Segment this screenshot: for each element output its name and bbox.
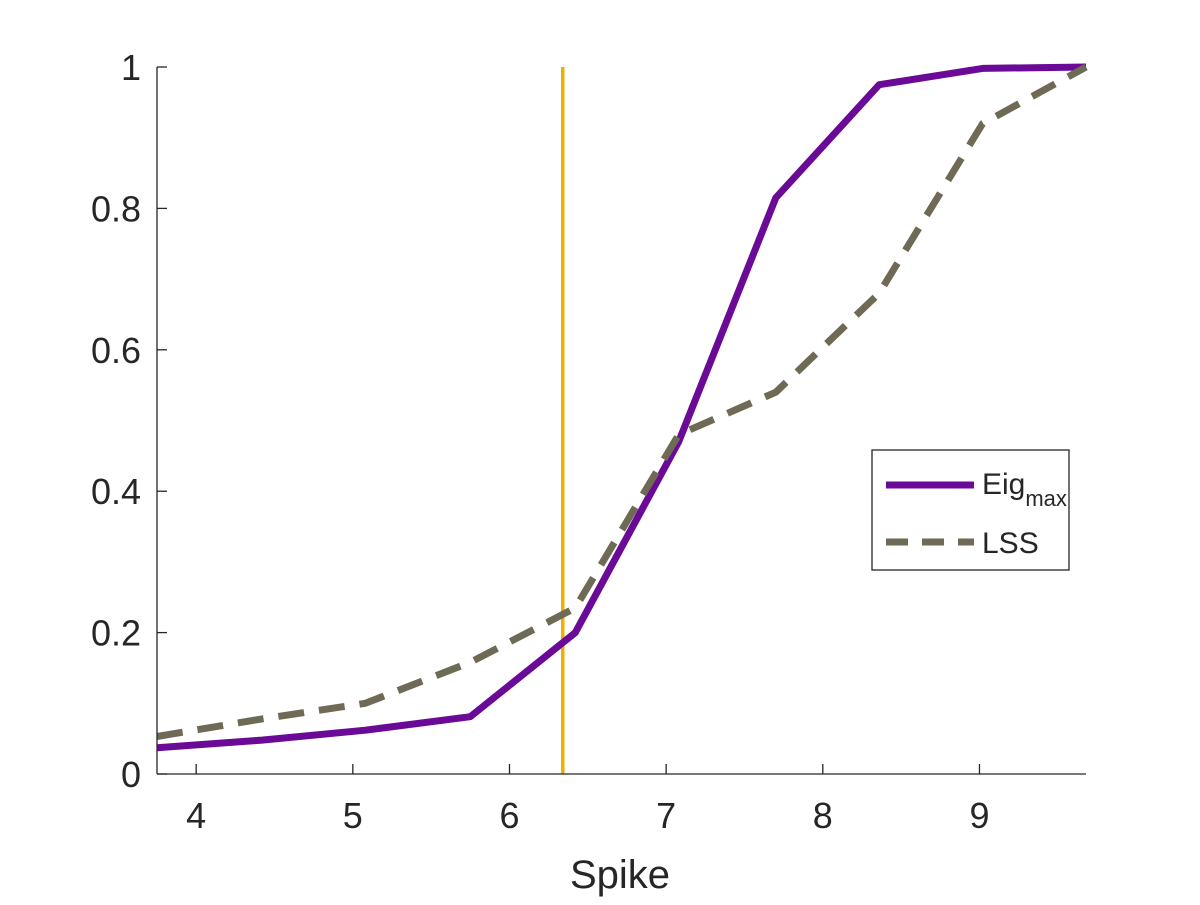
x-tick-label: 5 [343, 795, 363, 836]
x-tick-label: 7 [656, 795, 676, 836]
y-tick-label: 0 [121, 754, 141, 795]
y-tick-label: 0.4 [91, 471, 141, 512]
legend-label-eig-max: Eigmax [982, 468, 1067, 511]
series-line-eig-max [156, 63, 1087, 752]
ticks-group: 4 5 6 7 8 9 0 0.2 0.4 0.6 0.8 1 [91, 47, 990, 836]
x-tick-label: 8 [813, 795, 833, 836]
axes-group [156, 67, 1086, 775]
x-tick-label: 6 [499, 795, 519, 836]
series-line-lss [156, 63, 1088, 740]
y-tick-label: 0.2 [91, 613, 141, 654]
y-tick-label: 1 [121, 47, 141, 88]
x-tick-label: 4 [186, 795, 206, 836]
y-tick-label: 0.6 [91, 330, 141, 371]
legend: Eigmax LSS [871, 449, 1070, 571]
legend-label-eig-subscript: max [1025, 486, 1067, 511]
legend-box [871, 449, 1070, 571]
y-tick-label: 0.8 [91, 188, 141, 229]
series-group [156, 63, 1088, 752]
x-axis-title: Spike [570, 853, 670, 897]
legend-label-eig-main: Eig [982, 468, 1025, 501]
x-tick-label: 9 [969, 795, 989, 836]
legend-label-lss: LSS [982, 527, 1039, 560]
